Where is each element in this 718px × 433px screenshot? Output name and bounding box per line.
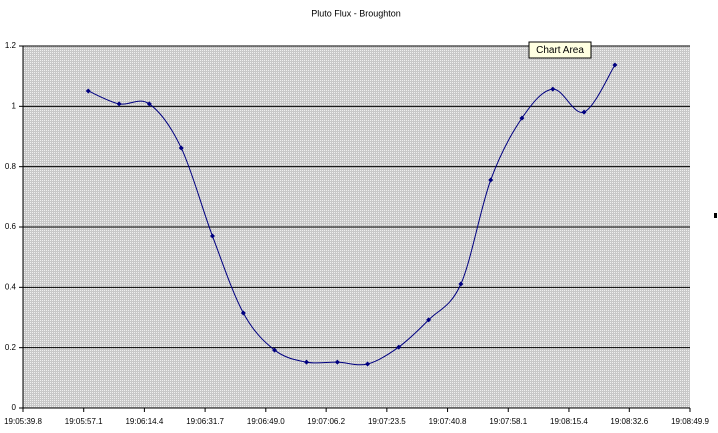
tooltip: Chart Area: [528, 41, 592, 59]
y-tick-label: 0.4: [5, 282, 17, 291]
marker: [146, 101, 152, 107]
selection-handle: [714, 213, 717, 218]
y-tick-label: 1.2: [5, 41, 17, 50]
marker: [426, 317, 432, 323]
x-tick-label: 19:08:15.4: [550, 417, 588, 426]
x-tick-label: 19:05:39.8: [4, 417, 42, 426]
y-tick-label: 1: [12, 101, 17, 110]
marker: [304, 359, 310, 365]
x-tick-label: 19:07:06.2: [307, 417, 345, 426]
marker: [365, 361, 371, 367]
x-tick-label: 19:06:31.7: [186, 417, 224, 426]
y-tick-label: 0.8: [5, 162, 17, 171]
x-tick-label: 19:08:49.9: [671, 417, 709, 426]
marker: [519, 115, 525, 121]
marker: [209, 233, 215, 239]
x-tick-label: 19:07:58.1: [489, 417, 527, 426]
marker: [612, 62, 618, 68]
marker: [550, 86, 556, 92]
marker: [178, 145, 184, 151]
x-tick-label: 19:06:49.0: [247, 417, 285, 426]
chart-title: Pluto Flux - Broughton: [311, 8, 401, 18]
x-tick-label: 19:07:40.8: [429, 417, 467, 426]
tooltip-text: Chart Area: [536, 45, 584, 56]
y-tick-label: 0.2: [5, 343, 17, 352]
x-tick-label: 19:05:57.1: [65, 417, 103, 426]
tooltip-box: [528, 41, 592, 59]
marker: [581, 109, 587, 115]
y-tick-label: 0.6: [5, 222, 17, 231]
marker: [272, 347, 278, 353]
x-tick-label: 19:06:14.4: [125, 417, 163, 426]
marker: [334, 359, 340, 365]
marker: [240, 310, 246, 316]
x-tick-label: 19:08:32.6: [610, 417, 648, 426]
marker: [116, 101, 122, 107]
x-tick-label: 19:07:23.5: [368, 417, 406, 426]
marker: [458, 281, 464, 287]
marker: [85, 88, 91, 94]
marker: [396, 344, 402, 350]
marker: [488, 177, 494, 183]
y-tick-label: 0: [12, 403, 17, 412]
